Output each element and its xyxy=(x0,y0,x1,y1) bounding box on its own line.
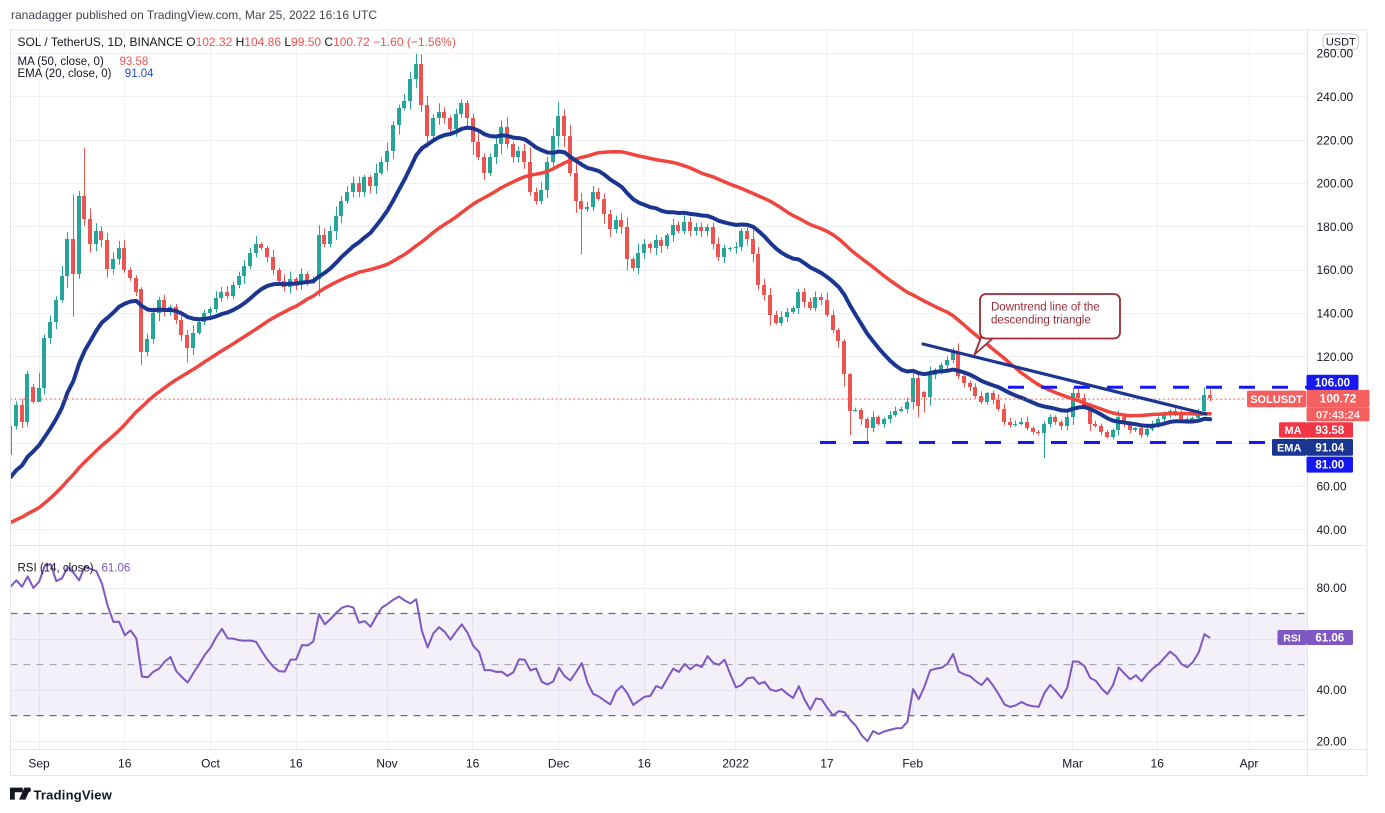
svg-text:SOL / TetherUS, 1D, BINANCE O: SOL / TetherUS, 1D, BINANCE O102.32 H104… xyxy=(18,35,456,49)
svg-text:Sep: Sep xyxy=(28,757,50,771)
svg-text:180.00: 180.00 xyxy=(1317,220,1354,234)
svg-text:Nov: Nov xyxy=(376,757,397,771)
svg-text:descending triangle: descending triangle xyxy=(991,315,1091,327)
svg-text:Feb: Feb xyxy=(902,757,923,771)
svg-text:Dec: Dec xyxy=(548,757,569,771)
svg-text:93.58: 93.58 xyxy=(1315,425,1344,437)
svg-text:81.00: 81.00 xyxy=(1315,460,1344,472)
svg-text:91.04: 91.04 xyxy=(1315,442,1344,454)
svg-text:Oct: Oct xyxy=(201,757,220,771)
svg-text:40.00: 40.00 xyxy=(1317,523,1347,537)
svg-text:17: 17 xyxy=(820,757,834,771)
svg-text:20.00: 20.00 xyxy=(1317,734,1347,748)
svg-text:RSI (14, close): RSI (14, close) xyxy=(18,563,94,575)
svg-text:120.00: 120.00 xyxy=(1317,350,1354,364)
svg-text:EMA (20, close, 0): EMA (20, close, 0) xyxy=(18,68,112,80)
svg-text:Apr: Apr xyxy=(1240,757,1259,771)
svg-text:200.00: 200.00 xyxy=(1317,177,1354,191)
svg-text:80.00: 80.00 xyxy=(1317,581,1347,595)
svg-text:140.00: 140.00 xyxy=(1317,307,1354,321)
svg-text:16: 16 xyxy=(1151,757,1165,771)
svg-text:16: 16 xyxy=(638,757,652,771)
svg-text:2022: 2022 xyxy=(722,757,749,771)
svg-text:61.06: 61.06 xyxy=(102,563,131,575)
svg-text:91.04: 91.04 xyxy=(125,68,154,80)
svg-text:Mar: Mar xyxy=(1062,757,1083,771)
svg-text:93.58: 93.58 xyxy=(120,56,149,68)
svg-text:MA: MA xyxy=(1284,425,1301,437)
svg-text:USDT: USDT xyxy=(1326,36,1356,48)
svg-text:260.00: 260.00 xyxy=(1317,47,1354,61)
svg-text:16: 16 xyxy=(466,757,480,771)
svg-text:16: 16 xyxy=(289,757,303,771)
svg-text:220.00: 220.00 xyxy=(1317,133,1354,147)
svg-text:SOLUSDT: SOLUSDT xyxy=(1250,394,1303,406)
svg-text:EMA: EMA xyxy=(1277,442,1302,454)
svg-text:Downtrend line of the: Downtrend line of the xyxy=(991,302,1100,314)
svg-text:07:43:24: 07:43:24 xyxy=(1316,409,1361,421)
svg-text:100.72: 100.72 xyxy=(1320,392,1357,406)
svg-text:MA (50, close, 0): MA (50, close, 0) xyxy=(18,56,104,68)
svg-text:TradingView: TradingView xyxy=(34,788,113,803)
svg-text:60.00: 60.00 xyxy=(1317,480,1347,494)
svg-text:RSI: RSI xyxy=(1283,633,1301,645)
svg-text:61.06: 61.06 xyxy=(1315,633,1344,645)
svg-text:16: 16 xyxy=(118,757,132,771)
svg-text:40.00: 40.00 xyxy=(1317,683,1347,697)
svg-text:106.00: 106.00 xyxy=(1315,378,1350,390)
svg-text:160.00: 160.00 xyxy=(1317,263,1354,277)
svg-text:ranadagger published on Tradin: ranadagger published on TradingView.com,… xyxy=(11,8,377,22)
svg-text:240.00: 240.00 xyxy=(1317,90,1354,104)
